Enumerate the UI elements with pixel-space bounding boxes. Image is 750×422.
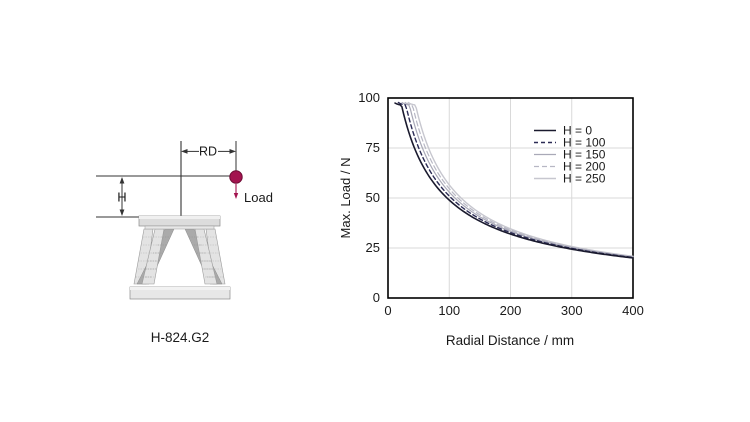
svg-text:75: 75: [366, 140, 380, 155]
svg-text:300: 300: [561, 303, 583, 318]
svg-text:RD: RD: [199, 145, 217, 159]
svg-text:H = 250: H = 250: [563, 172, 606, 186]
svg-text:100: 100: [358, 90, 380, 105]
svg-text:Radial Distance / mm: Radial Distance / mm: [446, 333, 574, 348]
svg-text:0: 0: [384, 303, 391, 318]
svg-text:200: 200: [500, 303, 522, 318]
svg-text:H-824.G2: H-824.G2: [151, 330, 210, 345]
svg-text:100: 100: [438, 303, 460, 318]
svg-text:Load: Load: [244, 190, 273, 205]
svg-text:0: 0: [373, 290, 380, 305]
svg-text:Max. Load / N: Max. Load / N: [338, 158, 353, 239]
svg-text:50: 50: [366, 190, 380, 205]
svg-text:H: H: [117, 190, 126, 205]
svg-text:25: 25: [366, 240, 380, 255]
svg-text:400: 400: [622, 303, 644, 318]
